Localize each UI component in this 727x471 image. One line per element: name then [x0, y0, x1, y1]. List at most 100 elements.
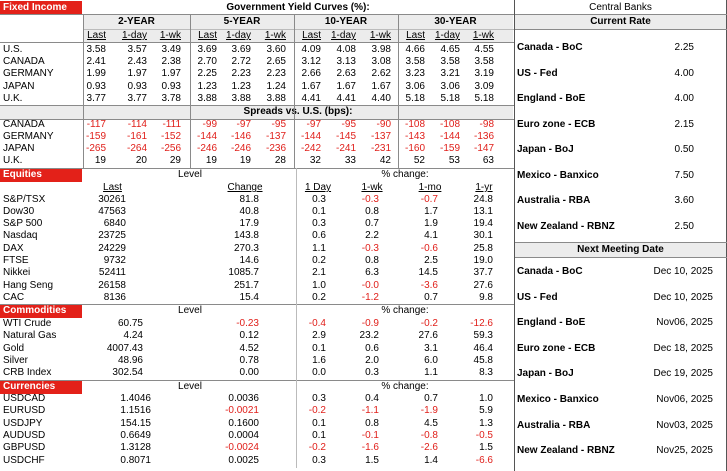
yield-value: 2.72	[231, 56, 251, 67]
value: 0.6	[365, 342, 379, 354]
divider	[83, 29, 514, 30]
yield-value: 3.78	[161, 93, 181, 104]
value: 0.7	[424, 291, 438, 303]
value: 0.3	[365, 367, 379, 379]
panel-title: Central Banks	[589, 2, 652, 13]
column-header: 1-wk	[361, 182, 383, 193]
value: 19.4	[473, 218, 493, 230]
yield-value: 1.99	[86, 68, 106, 79]
value: 0.1	[312, 417, 326, 429]
yield-value: 4.65	[440, 44, 460, 55]
value: 15.4	[239, 291, 259, 303]
value: -3.6	[420, 279, 438, 291]
value: -0.7	[420, 193, 438, 205]
row-label: S&P 500	[3, 218, 43, 230]
column-header: 1-day	[330, 30, 356, 41]
yield-value: 2.62	[371, 68, 391, 79]
value: 46.4	[473, 342, 493, 354]
value: 0.6649	[120, 429, 151, 441]
spread-value: -246	[230, 143, 251, 154]
value: 23.2	[359, 330, 379, 342]
spread-value: -159	[439, 143, 460, 154]
yield-value: 3.06	[440, 81, 460, 92]
panel-heading: Next Meeting Date	[577, 244, 664, 255]
yield-value: 3.58	[474, 56, 494, 67]
column-header: Last	[103, 182, 122, 193]
row-label: CAC	[3, 291, 25, 303]
value: -1.2	[361, 291, 379, 303]
yield-value: 4.41	[301, 93, 321, 104]
section-header: Commodities	[0, 304, 82, 318]
divider	[83, 14, 84, 168]
yield-value: 3.88	[266, 93, 286, 104]
spread-value: 32	[309, 155, 321, 166]
yield-value: 4.41	[336, 93, 356, 104]
spread-value: -256	[160, 143, 181, 154]
value: 0.0025	[228, 454, 259, 466]
value: -12.6	[470, 318, 493, 329]
row-label: JAPAN	[3, 143, 35, 154]
row-label: Gold	[3, 342, 25, 354]
yield-value: 3.69	[231, 44, 251, 55]
value: 24229	[98, 242, 126, 254]
section-heading: % change:	[381, 305, 429, 316]
divider	[0, 42, 514, 43]
value: 27.6	[473, 279, 493, 291]
divider	[515, 257, 727, 258]
divider	[0, 14, 514, 15]
value: 302.54	[112, 367, 143, 379]
row-label: S&P/TSX	[3, 193, 46, 205]
spread-value: -242	[300, 143, 321, 154]
bank-name: Euro zone - ECB	[517, 118, 596, 130]
yield-value: 3.08	[371, 56, 391, 67]
divider	[190, 14, 191, 168]
yield-value: 3.12	[301, 56, 321, 67]
column-header: 1-day	[434, 30, 460, 41]
yield-value: 0.93	[127, 81, 147, 92]
yield-value: 2.66	[301, 68, 321, 79]
row-label: Hang Seng	[3, 279, 54, 291]
bank-name: Euro zone - ECB	[517, 342, 596, 354]
value: 3.1	[424, 342, 438, 354]
value: -0.2	[420, 318, 438, 329]
divider	[0, 119, 514, 120]
section-heading: % change:	[381, 169, 429, 180]
spread-value: -264	[126, 143, 147, 154]
value: -0.5	[475, 429, 493, 441]
column-header: Last	[198, 30, 217, 41]
spread-value: -137	[265, 131, 286, 142]
bank-name: US - Fed	[517, 67, 558, 79]
row-label: U.S.	[3, 44, 23, 55]
row-label: JAPAN	[3, 81, 35, 92]
yield-value: 2.41	[86, 56, 106, 67]
group-header: 5-YEAR	[223, 16, 261, 27]
row-label: EURUSD	[3, 405, 46, 417]
meeting-date: Nov25, 2025	[656, 445, 713, 457]
column-header: Change	[227, 182, 263, 193]
meeting-date: Dec 19, 2025	[653, 368, 714, 380]
value: -0.0	[361, 279, 379, 291]
yield-value: 2.70	[197, 56, 217, 67]
bank-name: New Zealand - RBNZ	[517, 220, 615, 232]
value: 1.0	[312, 279, 326, 291]
section-header: Currencies	[0, 380, 82, 394]
value: 9732	[103, 255, 126, 266]
bank-name: England - BoE	[517, 93, 586, 104]
value: 6.0	[424, 354, 438, 366]
value: 1.7	[424, 205, 438, 217]
rate-value: 2.15	[674, 118, 694, 130]
spread-value: -108	[439, 119, 460, 130]
spread-value: -159	[85, 131, 106, 142]
divider	[515, 242, 727, 243]
section-heading: Spreads vs. U.S. (bps):	[243, 106, 353, 117]
spread-value: -265	[85, 143, 106, 154]
value: 2.0	[365, 354, 379, 366]
header-band	[515, 15, 726, 29]
value: 0.8071	[120, 454, 151, 466]
value: -0.2	[308, 442, 326, 454]
divider	[296, 380, 297, 468]
spread-value: -143	[404, 131, 425, 142]
value: 2.5	[424, 255, 438, 266]
row-label: Nikkei	[3, 267, 31, 279]
yield-value: 3.77	[86, 93, 106, 104]
